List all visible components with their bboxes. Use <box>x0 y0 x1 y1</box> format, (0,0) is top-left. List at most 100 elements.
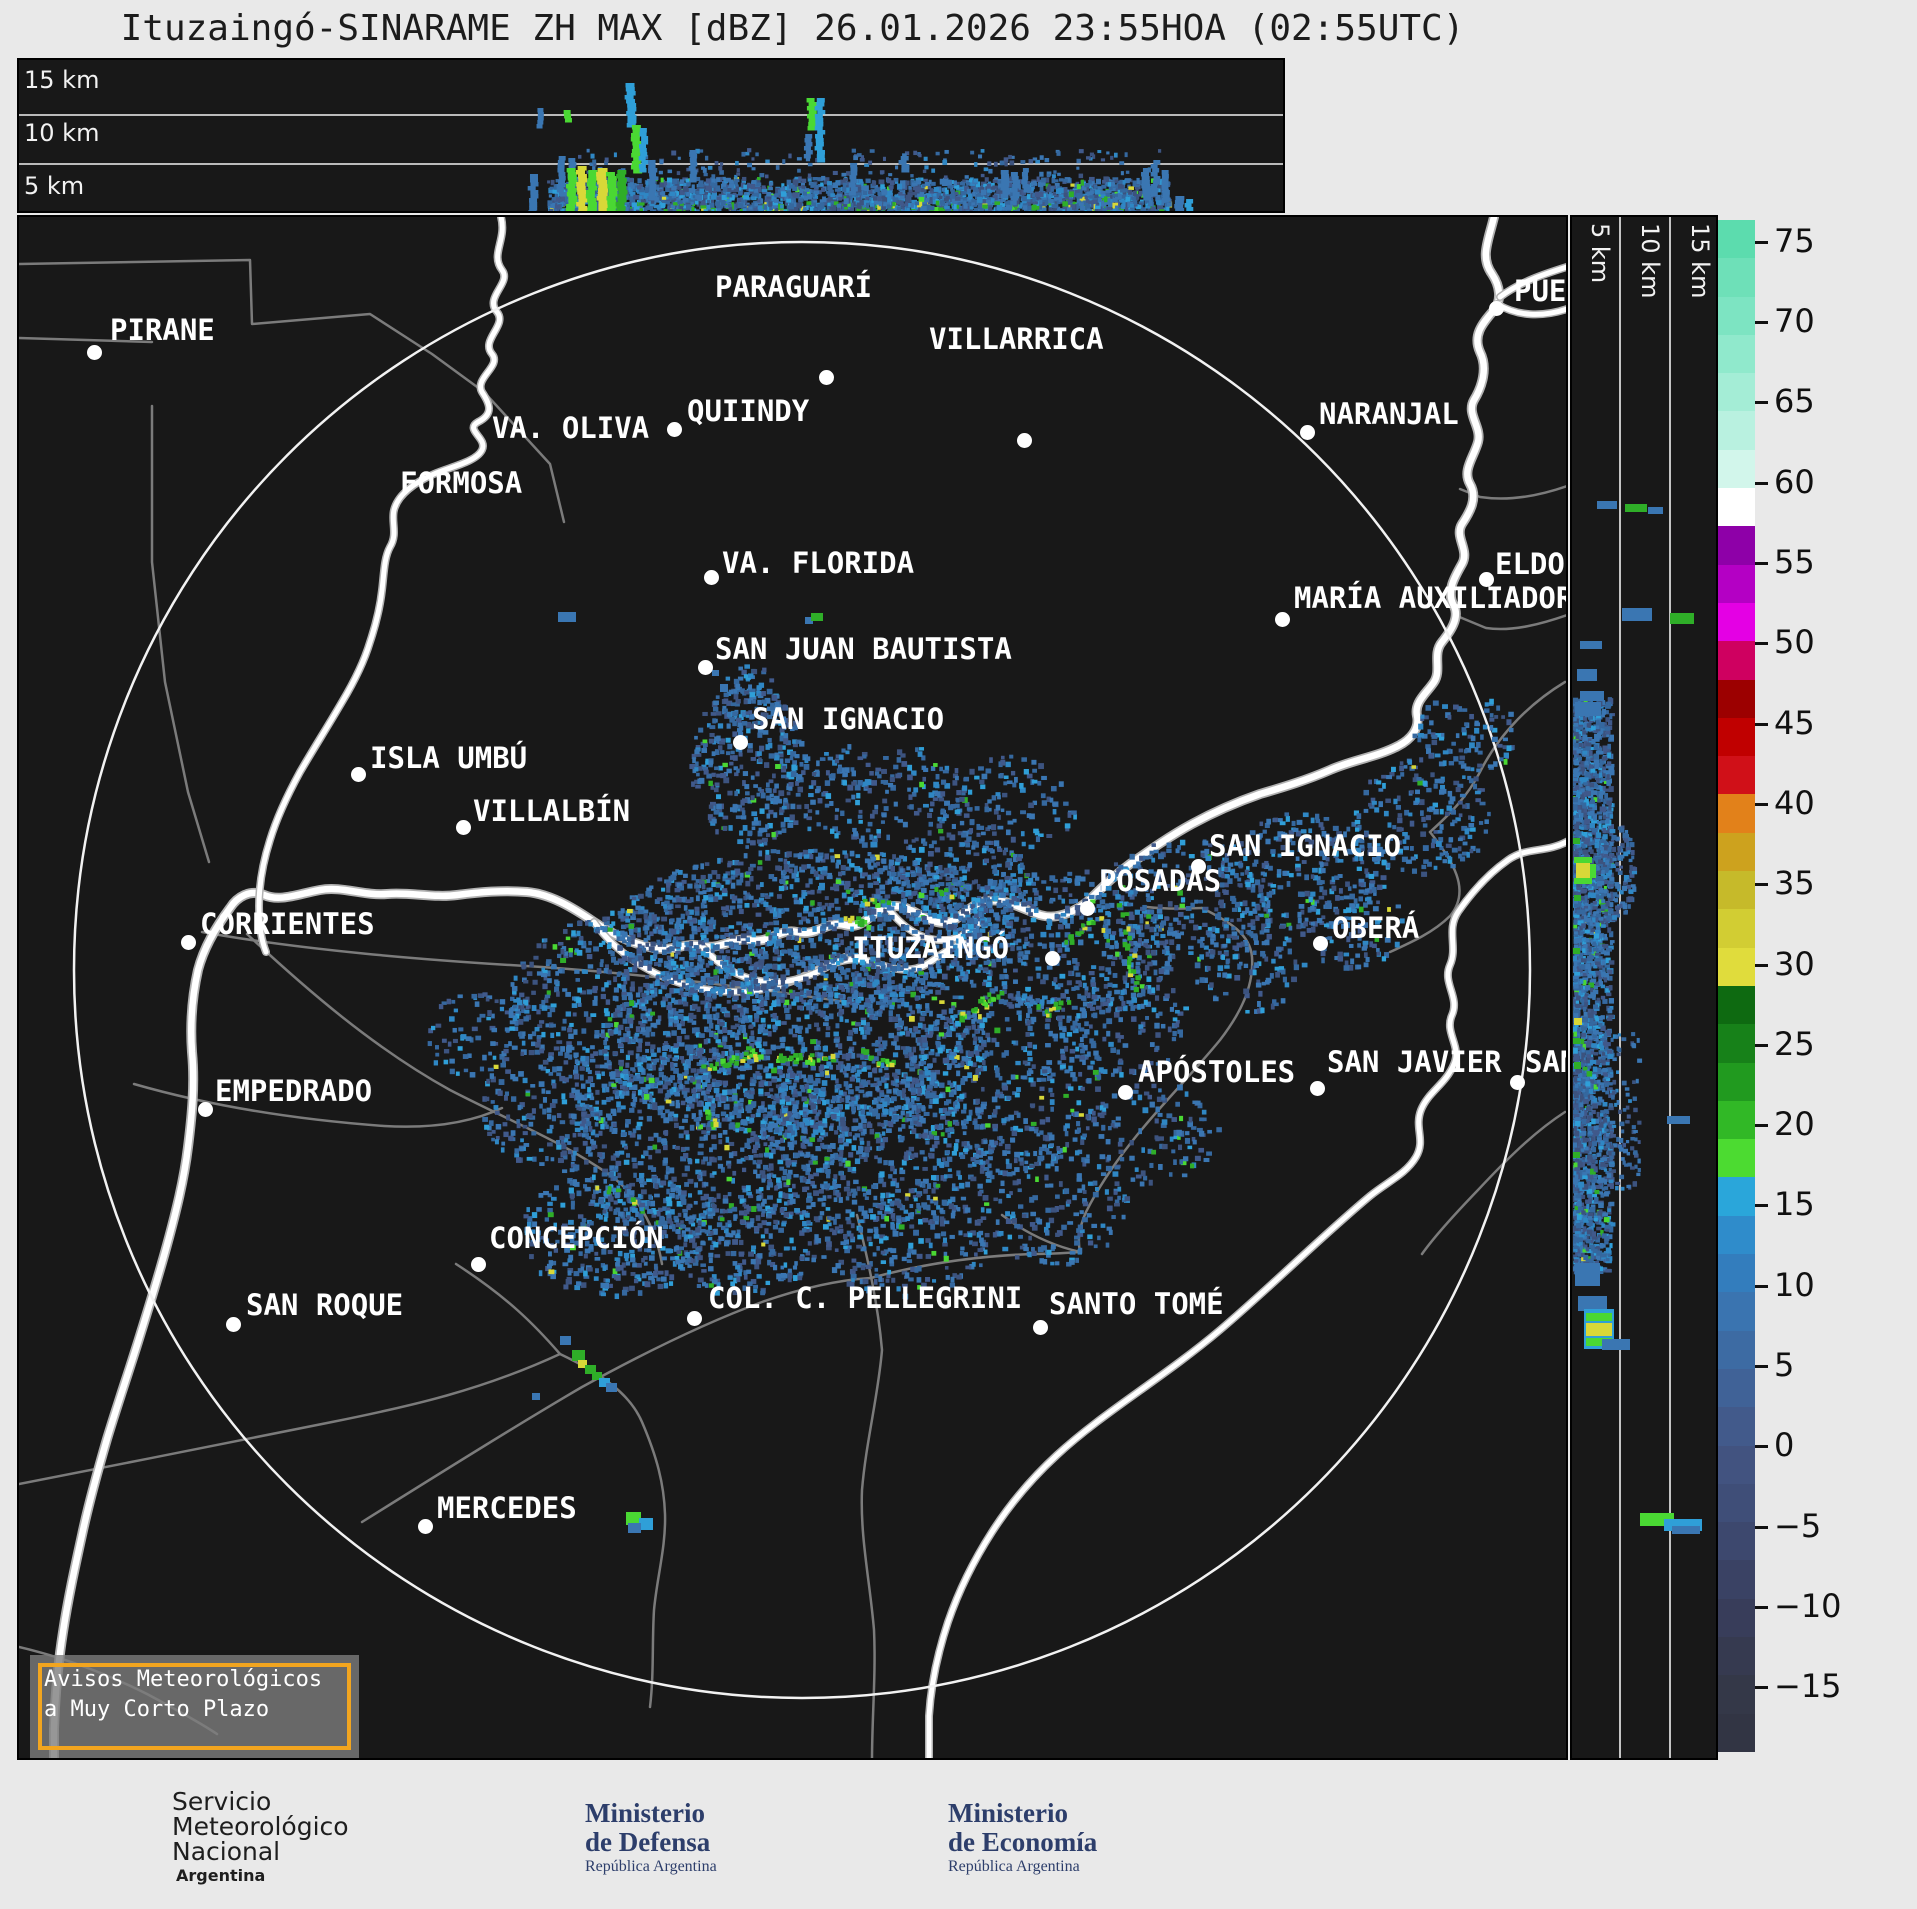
city-dot <box>1274 611 1290 627</box>
city-dot <box>697 659 713 675</box>
admin-border <box>454 1262 562 1356</box>
colorbar-segment <box>1718 1636 1755 1676</box>
colorbar-tick-label: 55 <box>1774 543 1815 582</box>
city-dot <box>686 1310 702 1326</box>
city-label: SAN IGNACIO <box>752 702 945 736</box>
city-dot <box>1478 571 1494 587</box>
colorbar-tick-label: 60 <box>1774 462 1815 501</box>
city-label: NARANJAL <box>1319 397 1459 431</box>
city-label: APÓSTOLES <box>1138 1055 1296 1089</box>
river <box>1497 264 1566 300</box>
city-dot <box>703 569 719 585</box>
warning-border <box>38 1663 351 1750</box>
colorbar-segment <box>1718 449 1755 489</box>
colorbar-segment <box>1718 220 1755 259</box>
admin-border <box>869 1250 1082 1280</box>
top-axis-label: 10 km <box>24 119 100 147</box>
admin-border <box>1420 1110 1566 1256</box>
admin-border <box>1077 906 1254 1254</box>
radar-map: PIRANE PARAGUARÍ VILLARRICA QUIINDY VA. OLIV… <box>17 215 1568 1760</box>
colorbar-tick <box>1755 1605 1768 1609</box>
right-axis-label: 10 km <box>1636 223 1664 299</box>
city-label: SAN ROQUE <box>246 1288 404 1322</box>
colorbar-segment <box>1718 1215 1755 1255</box>
warning-box: Avisos Meteorológicos a Muy Corto Plazo <box>30 1655 359 1758</box>
colorbar-segment <box>1718 373 1755 412</box>
colorbar-tick-label: 0 <box>1774 1426 1795 1465</box>
colorbar-segment <box>1718 411 1755 450</box>
colorbar-tick-label: 15 <box>1774 1185 1815 1224</box>
colorbar-segment <box>1718 1062 1755 1101</box>
map-plot <box>19 217 1566 1758</box>
warning-text: Avisos Meteorológicos a Muy Corto Plazo <box>44 1667 323 1722</box>
colorbar-segment <box>1718 1445 1755 1484</box>
colorbar-tick-label: 40 <box>1774 783 1815 822</box>
colorbar-tick <box>1755 1284 1768 1288</box>
city-label: QUIINDY <box>687 394 810 428</box>
colorbar-segment <box>1718 1292 1755 1331</box>
colorbar-segment <box>1718 641 1755 680</box>
colorbar-segment <box>1718 1522 1755 1561</box>
colorbar-segment <box>1718 602 1755 642</box>
colorbar-tick <box>1755 1043 1768 1047</box>
city-dot <box>225 1316 241 1332</box>
city-dot <box>350 766 366 782</box>
footer-logos: Servicio Meteorológico Nacional Argentin… <box>0 1758 1917 1909</box>
colorbar-tick-label: 10 <box>1774 1265 1815 1304</box>
city-label: PIRANE <box>110 313 215 347</box>
defensa-title-2: de Defensa <box>585 1827 711 1857</box>
city-label: OBERÁ <box>1332 911 1420 945</box>
smn-text-2: Meteorológico <box>172 1812 349 1841</box>
colorbar-segment <box>1718 871 1755 910</box>
city-dot <box>666 421 682 437</box>
colorbar-tick <box>1755 240 1768 244</box>
city-dot <box>1032 1319 1048 1335</box>
right-cross-section-plot <box>1573 217 1702 1758</box>
colorbar-tick <box>1755 1686 1768 1690</box>
colorbar-segment <box>1718 1483 1755 1523</box>
colorbar-tick-label: 30 <box>1774 944 1815 983</box>
colorbar-tick-label: 50 <box>1774 623 1815 662</box>
colorbar-tick-label: 20 <box>1774 1105 1815 1144</box>
city-label: MERCEDES <box>437 1491 577 1525</box>
colorbar-tick-label: 65 <box>1774 382 1815 421</box>
colorbar-tick-label: 35 <box>1774 864 1815 903</box>
city-dot <box>1299 424 1315 440</box>
colorbar-segment <box>1718 526 1755 565</box>
colorbar-segment <box>1718 296 1755 335</box>
city-dot <box>470 1256 486 1272</box>
colorbar-tick <box>1755 321 1768 325</box>
city-dot <box>1016 432 1032 448</box>
top-axis-label: 15 km <box>24 66 100 94</box>
colorbar-tick <box>1755 722 1768 726</box>
colorbar-tick <box>1755 1365 1768 1369</box>
vertical-cross-section-top: 15 km 10 km 5 km <box>17 58 1285 213</box>
city-label: PUER <box>1514 274 1567 308</box>
city-label: CORRIENTES <box>200 907 375 941</box>
admin-border <box>1458 485 1566 500</box>
colorbar-segment <box>1718 1368 1755 1408</box>
smn-text-4: Argentina <box>176 1866 266 1885</box>
city-dot <box>417 1518 433 1534</box>
admin-border <box>1145 905 1204 910</box>
smn-text-3: Nacional <box>172 1837 281 1866</box>
colorbar-segment <box>1718 756 1755 795</box>
city-dot <box>1190 858 1206 874</box>
colorbar-tick <box>1755 883 1768 887</box>
colorbar-segment <box>1718 832 1755 872</box>
admin-border <box>19 336 154 344</box>
city-dot <box>1079 900 1095 916</box>
admin-border <box>132 1082 504 1128</box>
colorbar-tick <box>1755 481 1768 485</box>
colorbar-tick <box>1755 1525 1768 1529</box>
colorbar-segment <box>1718 1100 1755 1140</box>
city-label: EMPEDRADO <box>215 1074 373 1108</box>
colorbar-segment <box>1718 1139 1755 1178</box>
colorbar-tick <box>1755 1204 1768 1208</box>
right-axis-label: 5 km <box>1586 223 1614 284</box>
city-label: VA. FLORIDA <box>722 546 915 580</box>
colorbar-tick <box>1755 802 1768 806</box>
colorbar-segment <box>1718 564 1755 603</box>
colorbar-segment <box>1718 1024 1755 1063</box>
